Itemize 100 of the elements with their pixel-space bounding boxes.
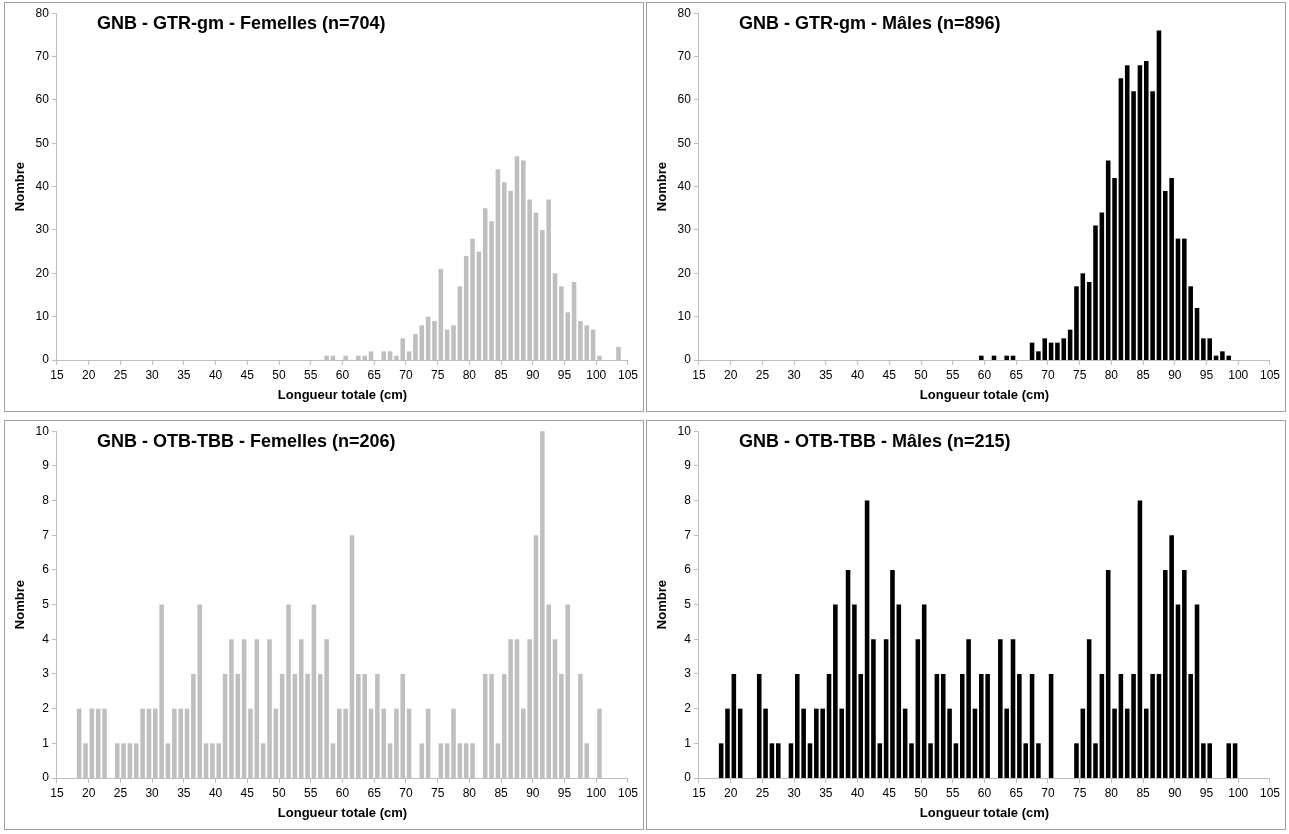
x-tick-label: 40 <box>208 785 223 800</box>
x-tick-label: 100 <box>586 367 607 382</box>
x-tick-label: 20 <box>723 367 738 382</box>
x-tick-label: 75 <box>1072 785 1087 800</box>
y-tick-label: 40 <box>677 178 692 193</box>
x-tick-label: 55 <box>946 367 960 382</box>
chart-title: GNB - GTR-gm - Femelles (n=704) <box>96 13 386 34</box>
y-tick-label: 5 <box>684 596 692 611</box>
x-tick-label: 95 <box>557 367 572 382</box>
y-tick-label: 60 <box>677 92 692 107</box>
x-axis-title: Longueur totale (cm) <box>919 386 1050 402</box>
y-tick-label: 6 <box>684 562 692 577</box>
y-tick-label: 10 <box>677 423 692 438</box>
y-tick-label: 8 <box>42 492 50 507</box>
x-tick-label: 75 <box>430 785 445 800</box>
x-tick-label: 15 <box>692 785 706 800</box>
chart-title: GNB - GTR-gm - Mâles (n=896) <box>738 13 1001 34</box>
y-tick-label: 2 <box>684 700 692 715</box>
x-tick-label: 30 <box>787 367 802 382</box>
y-axis-title: Nombre <box>654 580 670 630</box>
x-tick-label: 50 <box>272 367 287 382</box>
x-tick-label: 45 <box>882 785 897 800</box>
x-tick-label: 55 <box>304 367 318 382</box>
y-tick-label: 0 <box>42 770 50 785</box>
x-tick-label: 70 <box>399 785 413 800</box>
x-tick-label: 100 <box>586 785 607 800</box>
x-tick-label: 15 <box>50 367 64 382</box>
y-tick-label: 70 <box>677 48 692 63</box>
x-tick-label: 70 <box>399 367 413 382</box>
x-tick-label: 30 <box>145 785 160 800</box>
x-tick-label: 105 <box>1259 785 1281 800</box>
y-tick-label: 50 <box>35 135 50 150</box>
x-tick-label: 100 <box>1228 367 1249 382</box>
x-tick-label: 80 <box>1104 367 1119 382</box>
y-tick-label: 4 <box>42 631 50 646</box>
y-tick-label: 7 <box>42 527 50 542</box>
x-tick-label: 90 <box>1168 785 1182 800</box>
y-axis-title: Nombre <box>12 162 28 212</box>
y-tick-label: 6 <box>42 562 50 577</box>
x-tick-label: 45 <box>240 785 255 800</box>
y-tick-label: 20 <box>35 265 50 280</box>
x-tick-label: 105 <box>1259 367 1281 382</box>
y-tick-label: 40 <box>35 178 50 193</box>
x-tick-label: 90 <box>1168 367 1182 382</box>
x-tick-label: 35 <box>819 785 833 800</box>
x-tick-label: 45 <box>240 367 255 382</box>
y-tick-label: 1 <box>684 735 692 750</box>
y-tick-label: 0 <box>684 352 692 367</box>
x-tick-label: 50 <box>272 785 287 800</box>
x-tick-label: 105 <box>617 785 639 800</box>
x-tick-label: 30 <box>787 785 802 800</box>
y-tick-label: 5 <box>42 596 50 611</box>
x-tick-label: 75 <box>430 367 445 382</box>
x-tick-label: 35 <box>177 367 191 382</box>
x-tick-label: 55 <box>946 785 960 800</box>
y-tick-label: 10 <box>677 308 692 323</box>
x-tick-label: 35 <box>177 785 191 800</box>
x-tick-label: 35 <box>819 367 833 382</box>
x-tick-label: 60 <box>335 367 350 382</box>
x-tick-label: 95 <box>557 785 572 800</box>
chart-title: GNB - OTB-TBB - Femelles (n=206) <box>96 431 396 452</box>
y-tick-label: 3 <box>684 666 692 681</box>
y-tick-label: 30 <box>677 222 692 237</box>
x-tick-label: 15 <box>50 785 64 800</box>
y-tick-label: 8 <box>684 492 692 507</box>
y-tick-label: 50 <box>677 135 692 150</box>
x-tick-label: 50 <box>914 367 929 382</box>
x-tick-label: 80 <box>462 367 477 382</box>
x-axis-title: Longueur totale (cm) <box>277 804 408 820</box>
x-tick-label: 40 <box>850 785 865 800</box>
y-tick-label: 7 <box>684 527 692 542</box>
y-tick-label: 70 <box>35 48 50 63</box>
x-tick-label: 80 <box>1104 785 1119 800</box>
x-tick-label: 25 <box>113 367 128 382</box>
y-axis-title: Nombre <box>654 162 670 212</box>
x-axis-title: Longueur totale (cm) <box>277 386 408 402</box>
x-tick-label: 65 <box>1009 785 1024 800</box>
x-tick-label: 90 <box>526 367 540 382</box>
x-tick-label: 100 <box>1228 785 1249 800</box>
y-tick-label: 0 <box>684 770 692 785</box>
x-tick-label: 65 <box>367 367 382 382</box>
y-tick-label: 0 <box>42 352 50 367</box>
y-tick-label: 9 <box>684 458 692 473</box>
y-tick-label: 80 <box>35 5 50 20</box>
chart-title: GNB - OTB-TBB - Mâles (n=215) <box>738 431 1011 452</box>
x-tick-label: 25 <box>755 367 770 382</box>
x-tick-label: 40 <box>850 367 865 382</box>
y-tick-label: 20 <box>677 265 692 280</box>
x-tick-label: 40 <box>208 367 223 382</box>
x-tick-label: 85 <box>494 785 509 800</box>
y-tick-label: 3 <box>42 666 50 681</box>
x-tick-label: 65 <box>367 785 382 800</box>
x-tick-label: 75 <box>1072 367 1087 382</box>
y-tick-label: 80 <box>677 5 692 20</box>
y-tick-label: 1 <box>42 735 50 750</box>
x-tick-label: 105 <box>617 367 639 382</box>
x-tick-label: 15 <box>692 367 706 382</box>
x-tick-label: 65 <box>1009 367 1024 382</box>
x-tick-label: 85 <box>494 367 509 382</box>
x-tick-label: 50 <box>914 785 929 800</box>
